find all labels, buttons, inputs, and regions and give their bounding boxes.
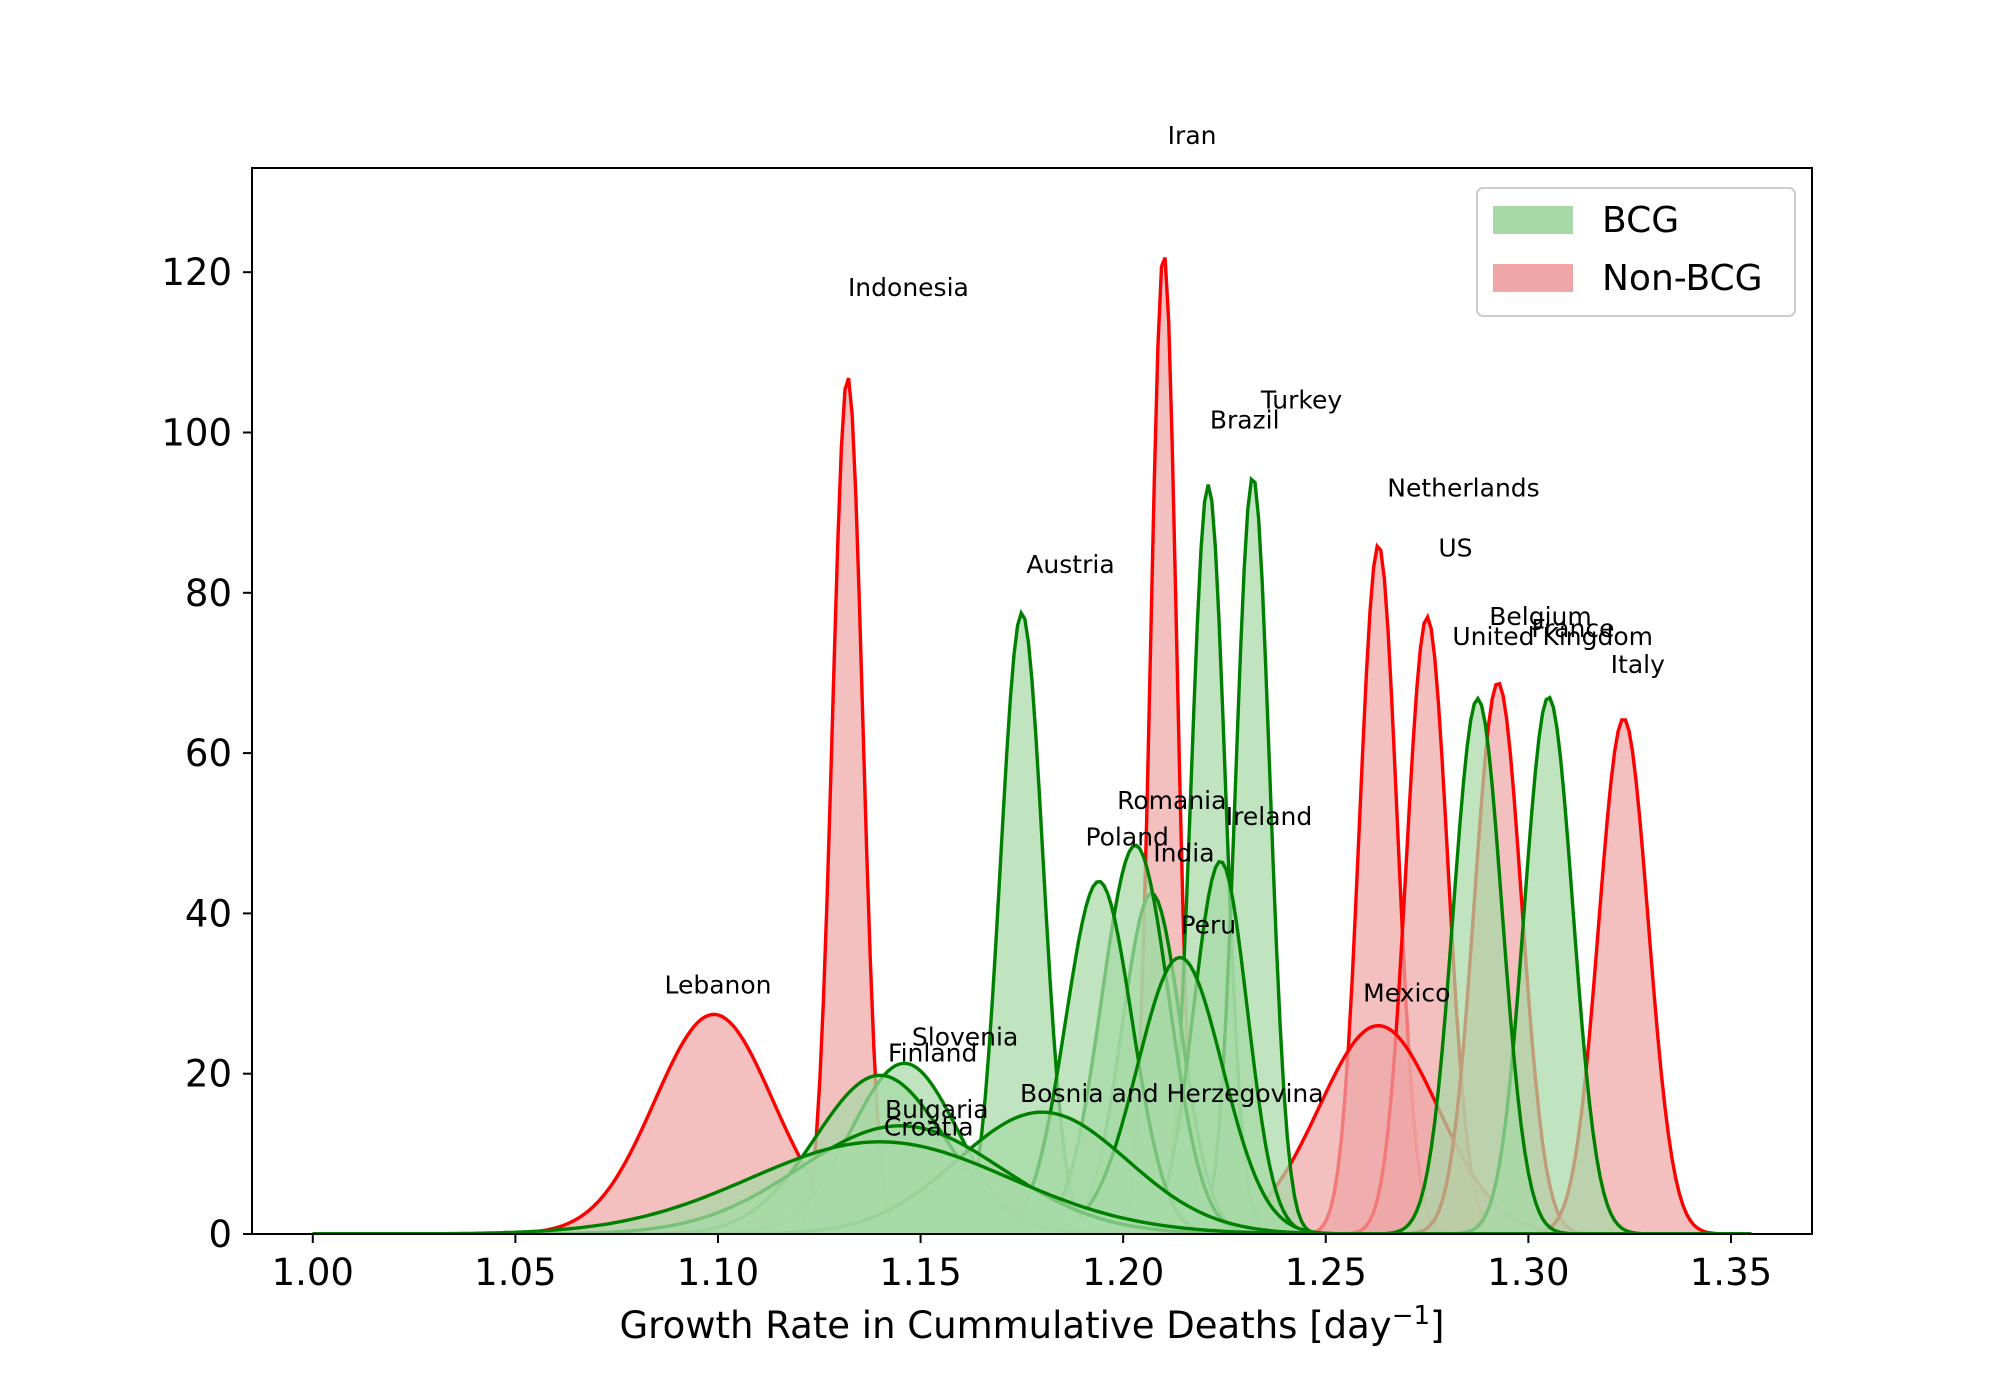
country-labels: Lebanon Indonesia Iran Netherlands US Mexico U… [664,121,1665,1141]
legend: BCG Non-BCG [1476,187,1796,317]
country-label-bosnia-and-herzegovina: Bosnia and Herzegovina [1020,1079,1324,1108]
density-line-france [312,695,1752,1234]
y-axis: 0 20 40 60 80 100 120 [161,251,252,1256]
x-tick-label: 1.00 [272,1251,354,1294]
density-fill-france [312,698,1752,1234]
country-label-italy: Italy [1611,650,1665,679]
country-label-slovenia: Slovenia [912,1023,1018,1052]
country-label-finland: Finland [888,1039,977,1068]
y-tick-label: 20 [185,1053,232,1096]
country-label-croatia: Croatia [884,1112,974,1141]
country-label-lebanon: Lebanon [664,971,771,1000]
density-line-bosnia-and-herzegovina [312,1110,1752,1234]
x-tick-label: 1.20 [1082,1251,1164,1294]
density-curves [312,256,1752,1234]
density-line-austria [312,609,1752,1234]
axes-frame [251,167,1813,1235]
country-label-romania: Romania [1117,786,1226,815]
density-fill-austria [312,613,1752,1234]
density-fill-bosnia-and-herzegovina [312,1112,1752,1234]
y-tick-label: 80 [185,572,232,615]
country-label-peru: Peru [1180,910,1236,939]
country-label-us: US [1438,534,1472,563]
country-label-belgium: Belgium [1489,602,1592,631]
country-label-mexico: Mexico [1363,979,1450,1008]
legend-label-non-bcg: Non-BCG [1602,258,1763,299]
country-label-india: India [1153,838,1214,867]
x-axis: 1.00 1.05 1.10 1.15 1.20 1.25 1.30 1.35 [272,1234,1772,1294]
country-label-united-kingdom: United Kingdom [1452,622,1653,651]
country-label-france: France [1531,614,1614,643]
legend-label-bcg: BCG [1602,200,1679,241]
x-tick-label: 1.15 [879,1251,961,1294]
country-label-poland: Poland [1085,822,1168,851]
country-label-ireland: Ireland [1226,802,1312,831]
x-axis-title-suffix: ] [1430,1304,1444,1347]
x-tick-label: 1.30 [1487,1251,1569,1294]
plot-area [312,256,1752,1234]
density-line-united-kingdom [312,681,1752,1234]
y-tick-label: 40 [185,892,232,935]
x-tick-label: 1.35 [1690,1251,1772,1294]
legend-swatch-non-bcg [1493,264,1573,292]
x-axis-title-text: Growth Rate in Cummulative Deaths [day [620,1304,1392,1347]
y-tick-label: 120 [161,251,232,294]
x-tick-label: 1.25 [1285,1251,1367,1294]
y-tick-label: 0 [208,1213,232,1256]
country-label-brazil: Brazil [1210,406,1280,435]
country-label-turkey: Turkey [1260,386,1343,415]
legend-swatch-bcg [1493,206,1573,234]
density-fill-mexico [312,1025,1752,1234]
density-fill-italy [312,720,1752,1234]
country-label-netherlands: Netherlands [1387,474,1539,503]
x-axis-title-superscript: −1 [1392,1301,1430,1331]
x-tick-label: 1.10 [677,1251,759,1294]
density-line-croatia [312,1140,1752,1234]
x-axis-title: Growth Rate in Cummulative Deaths [day−1… [620,1301,1445,1347]
country-label-bulgaria: Bulgaria [885,1095,989,1124]
y-tick-label: 60 [185,732,232,775]
x-tick-label: 1.05 [474,1251,556,1294]
country-label-austria: Austria [1026,550,1114,579]
density-fill-lebanon [312,1014,1752,1234]
country-label-indonesia: Indonesia [848,273,969,302]
country-label-iran: Iran [1168,121,1217,150]
y-tick-label: 100 [161,411,232,454]
